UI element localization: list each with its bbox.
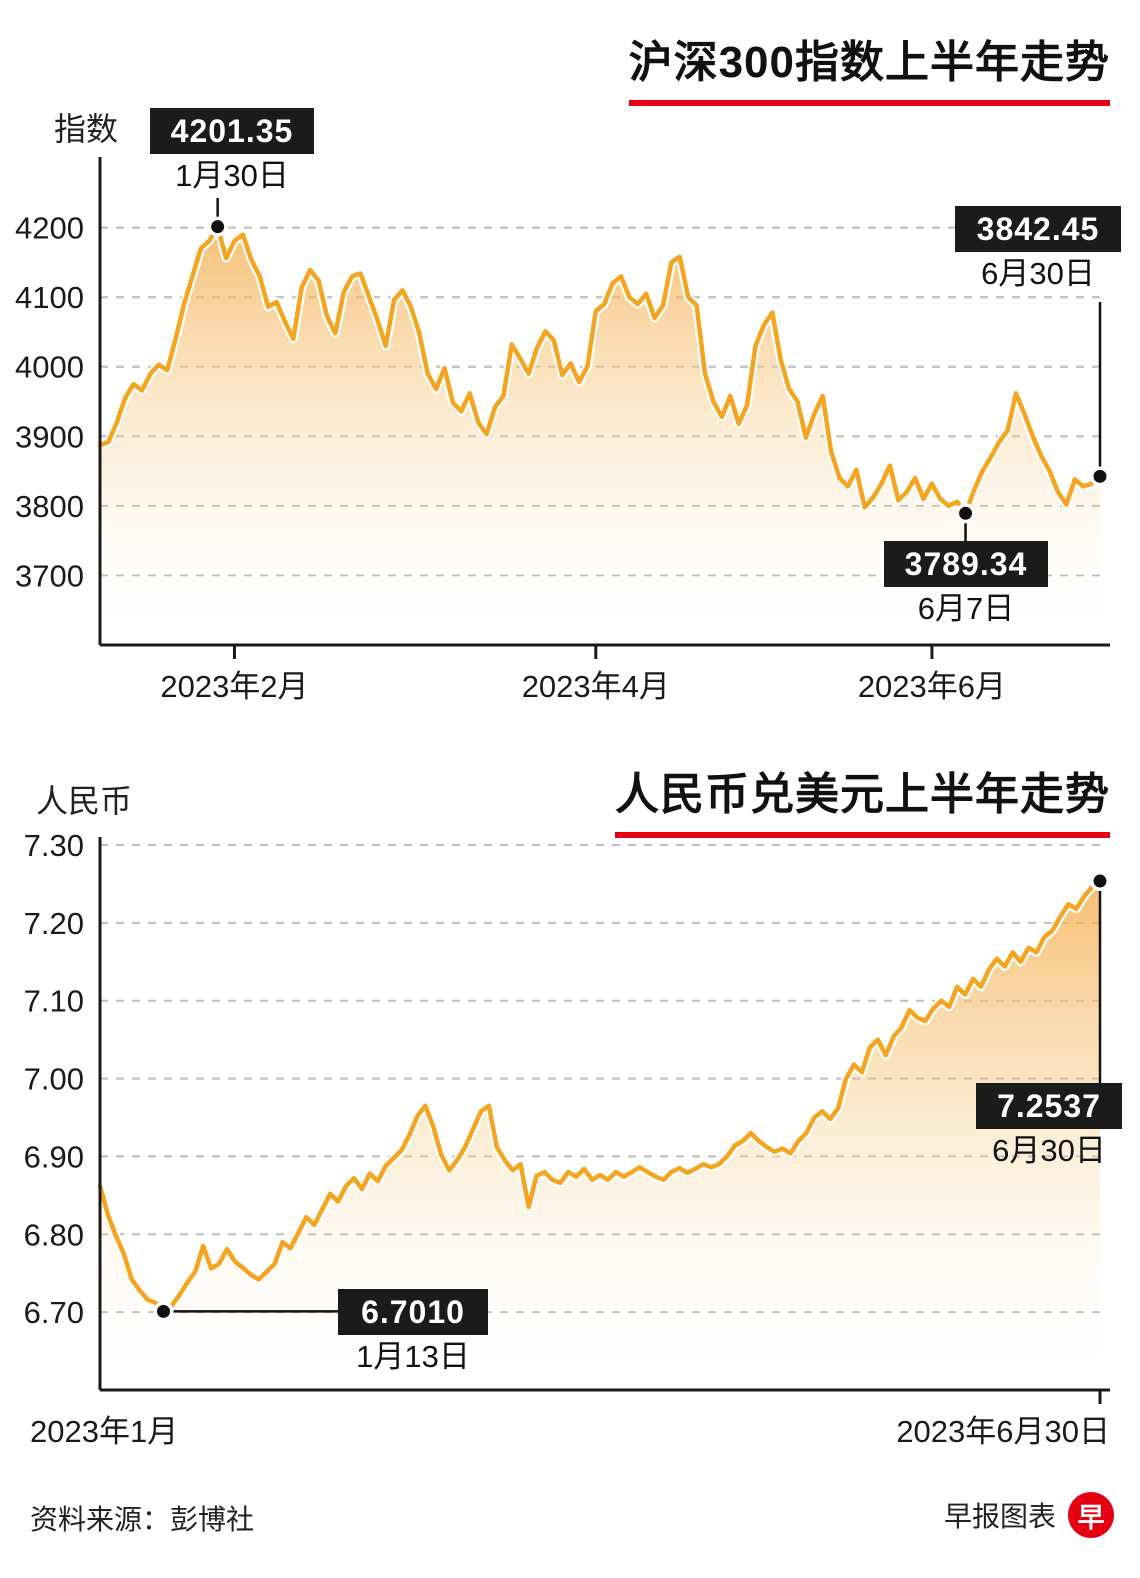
chart1-y-axis-unit: 指数 — [54, 111, 119, 147]
y-tick-label: 6.70 — [24, 1295, 84, 1330]
chart-1: 7.30 7.20 7.10 7.00 6.90 6.80 6.70 2023年1月 2023年… — [24, 828, 1110, 1449]
y-tick-label: 7.00 — [24, 1062, 84, 1097]
area-fill — [100, 881, 1100, 1390]
series-line — [97, 878, 1103, 1314]
annotation-close-rmb-value: 7.2537 — [976, 1083, 1122, 1129]
x-tick-label: 2023年6月 — [858, 669, 1006, 704]
annotation-dot — [211, 220, 225, 234]
annotation-dot — [156, 1304, 170, 1318]
annotation-close-value: 3842.45 — [955, 206, 1121, 252]
y-tick-label: 7.10 — [24, 984, 84, 1019]
annotation-peak: 4201.35 1月30日 — [150, 108, 314, 196]
y-tick-label: 3900 — [15, 419, 84, 454]
x-tick-label: 2023年2月 — [160, 669, 308, 704]
annotation-close-date: 6月30日 — [981, 256, 1095, 291]
chart2-y-axis-unit: 人民币 — [36, 783, 133, 819]
y-tick-label: 4200 — [15, 211, 84, 246]
annotation-dot — [1093, 874, 1107, 888]
annotation-low-rmb-date: 1月13日 — [356, 1339, 470, 1374]
chart-0: 4200 4100 4000 3900 3800 3700 2023年2月 2023年4月 20… — [15, 157, 1110, 704]
annotation-peak-value: 4201.35 — [150, 108, 314, 154]
publisher-credit: 早报图表 早 — [944, 1492, 1114, 1538]
annotation-close: 3842.45 6月30日 — [955, 206, 1121, 294]
x-tick-label: 2023年1月 — [30, 1414, 178, 1449]
y-tick-label: 7.20 — [24, 906, 84, 941]
annotation-low-rmb-value: 6.7010 — [338, 1289, 488, 1335]
annotation-low-rmb: 6.7010 1月13日 — [338, 1289, 488, 1377]
chart1-title: 沪深300指数上半年走势 — [628, 26, 1110, 106]
chart2-title: 人民币兑美元上半年走势 — [615, 758, 1110, 838]
annotation-low-value: 3789.34 — [884, 541, 1048, 587]
y-tick-label: 7.30 — [24, 828, 84, 863]
zaobao-logo-icon: 早 — [1068, 1492, 1114, 1538]
y-tick-label: 6.90 — [24, 1139, 84, 1174]
annotation-low: 3789.34 6月7日 — [884, 541, 1048, 629]
publisher-credit-label: 早报图表 — [943, 1501, 1056, 1532]
source-credit: 资料来源：彭博社 — [30, 1504, 255, 1535]
y-tick-label: 3700 — [15, 558, 84, 593]
annotation-close-rmb: 7.2537 6月30日 — [976, 1083, 1122, 1171]
y-tick-label: 4000 — [15, 350, 84, 385]
annotation-peak-date: 1月30日 — [175, 158, 289, 193]
zaobao-logo-char: 早 — [1077, 1502, 1105, 1533]
x-tick-label: 2023年4月 — [522, 669, 670, 704]
annotation-dot — [959, 506, 973, 520]
x-tick-label: 2023年6月30日 — [896, 1414, 1110, 1449]
area-fill — [100, 226, 1100, 645]
series-line — [97, 224, 1103, 516]
y-tick-label: 4100 — [15, 280, 84, 315]
annotation-low-date: 6月7日 — [917, 591, 1015, 626]
annotation-close-rmb-date: 6月30日 — [992, 1133, 1106, 1168]
annotation-dot — [1093, 469, 1107, 483]
y-tick-label: 6.80 — [24, 1217, 84, 1252]
y-tick-label: 3800 — [15, 489, 84, 524]
